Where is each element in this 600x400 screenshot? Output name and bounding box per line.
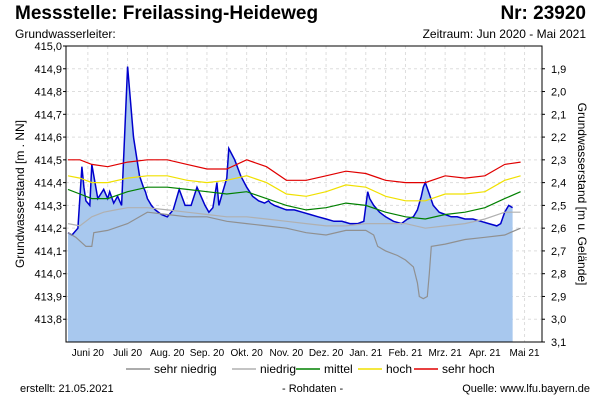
y2-tick-label: 2,5: [551, 200, 566, 212]
x-tick-label: Juni 20: [72, 348, 105, 359]
y-tick-label: 413,9: [34, 291, 62, 303]
y-tick-label: 414,8: [34, 87, 62, 99]
y2-tick-label: 2,2: [551, 132, 566, 144]
x-tick-label: Juli 20: [113, 348, 142, 359]
y2-tick-label: 1,9: [551, 64, 566, 76]
y2-tick-label: 3,1: [551, 337, 566, 349]
series-line-niedrig: [67, 207, 521, 229]
y2-tick-label: 3,0: [551, 314, 566, 326]
y2-tick-label: 2,6: [551, 223, 566, 235]
source-link[interactable]: Quelle: www.lfu.bayern.de: [462, 383, 590, 395]
y-tick-label: 414,7: [34, 109, 62, 121]
y-tick-label: 415,0: [34, 41, 62, 53]
y2-tick-label: 2,1: [551, 109, 566, 121]
y-tick-label: 413,8: [34, 314, 62, 326]
created-date: erstellt: 21.05.2021: [20, 383, 114, 395]
y2-tick-label: 2,0: [551, 87, 566, 99]
x-tick-label: Nov. 20: [269, 348, 303, 359]
x-tick-label: Dez. 20: [309, 348, 344, 359]
chart-title: Messstelle: Freilassing-Heideweg: [15, 3, 319, 24]
y2-axis-title: Grundwasserstand [m u. Gelände]: [575, 103, 589, 286]
x-tick-label: Aug. 20: [150, 348, 185, 359]
series-line-sehr-hoch: [68, 159, 521, 184]
legend-label: sehr hoch: [442, 362, 495, 376]
x-tick-label: Apr. 21: [469, 348, 501, 359]
y2-tick-label: 2,8: [551, 269, 566, 281]
x-tick-label: Mrz. 21: [428, 348, 462, 359]
x-tick-label: Mai 21: [510, 348, 540, 359]
y-tick-label: 414,5: [34, 155, 62, 167]
y-tick-label: 414,0: [34, 269, 62, 281]
x-tick-label: Feb. 21: [388, 348, 422, 359]
x-tick-label: Okt. 20: [231, 348, 264, 359]
legend-label: hoch: [386, 362, 412, 376]
aquifer-label: Grundwasserleiter:: [15, 27, 116, 41]
station-number: Nr: 23920: [500, 3, 586, 24]
series-line-hoch: [67, 175, 521, 202]
series-line-sehr-niedrig: [67, 211, 521, 300]
legend-label: mittel: [324, 362, 353, 376]
y-tick-label: 414,6: [34, 132, 62, 144]
y2-tick-label: 2,3: [551, 155, 566, 167]
raw-data-note: - Rohdaten -: [282, 383, 344, 395]
measured-line: [67, 66, 513, 236]
measured-area: [68, 66, 513, 342]
period-label: Zeitraum: Jun 2020 - Mai 2021: [422, 27, 586, 41]
legend-label: sehr niedrig: [154, 362, 217, 376]
y2-tick-label: 2,4: [551, 178, 566, 190]
y-axis-title: Grundwasserstand [m . NN]: [13, 120, 27, 268]
plot-border: [65, 45, 543, 343]
y-tick-label: 414,2: [34, 223, 62, 235]
y2-tick-label: 2,9: [551, 291, 566, 303]
x-tick-label: Sep. 20: [190, 348, 225, 359]
x-tick-label: Jan. 21: [349, 348, 382, 359]
y-tick-label: 414,3: [34, 200, 62, 212]
y-tick-label: 414,9: [34, 64, 62, 76]
y-tick-label: 414,4: [34, 178, 62, 190]
y2-tick-label: 2,7: [551, 246, 566, 258]
series-line-mittel: [67, 186, 521, 220]
legend-label: niedrig: [260, 362, 296, 376]
y-tick-label: 414,1: [34, 246, 62, 258]
